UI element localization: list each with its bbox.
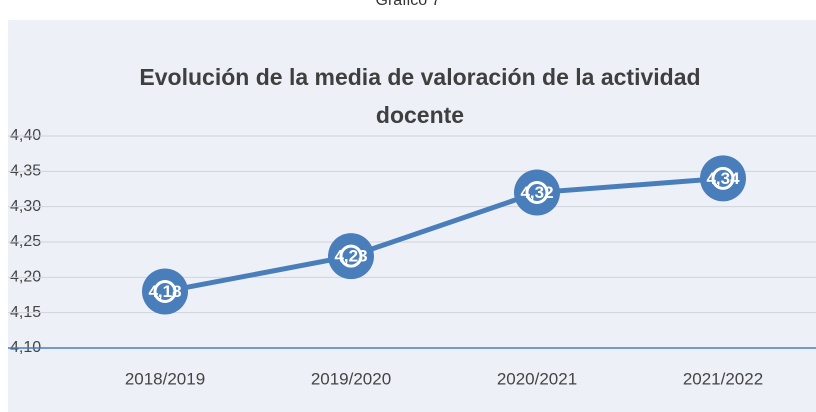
x-tick-label: 2021/2022 <box>683 369 763 388</box>
marker-ring <box>339 244 363 268</box>
marker <box>142 268 188 315</box>
value-label: 4,34 <box>706 169 740 188</box>
x-tick-label: 2020/2021 <box>497 369 577 388</box>
marker-ring <box>525 181 549 205</box>
x-tick-label: 2019/2020 <box>311 369 391 388</box>
marker <box>700 155 746 202</box>
x-tick-label: 2018/2019 <box>125 369 205 388</box>
series-line <box>164 175 724 294</box>
value-label: 4,32 <box>520 183 553 202</box>
value-label: 4,23 <box>334 247 367 266</box>
chart-title: Evolución de la media de valoración de l… <box>139 64 701 128</box>
caption: Gráfico 7 <box>375 0 441 9</box>
marker <box>328 233 374 280</box>
marker <box>514 169 560 216</box>
marker-ring <box>153 279 177 303</box>
marker-ring <box>711 166 735 190</box>
value-label: 4,18 <box>148 282 181 301</box>
chart-area <box>8 20 816 412</box>
